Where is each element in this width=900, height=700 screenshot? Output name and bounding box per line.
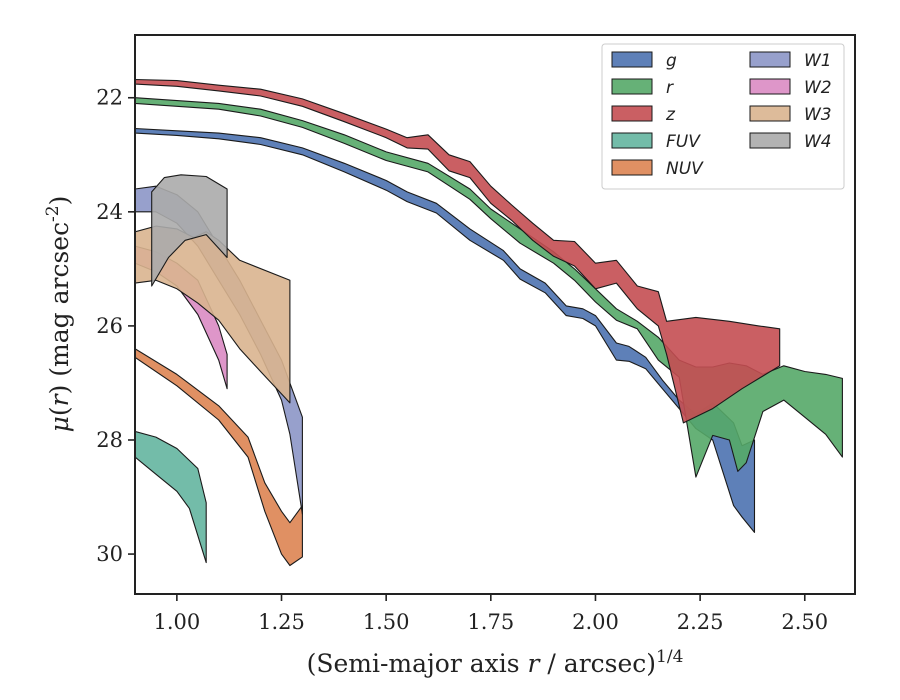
- band-z: [135, 78, 781, 424]
- x-tick-label: 2.00: [572, 610, 619, 634]
- band-w4: [151, 174, 228, 287]
- x-tick-label: 1.75: [467, 610, 514, 634]
- legend-swatch-r: [611, 78, 653, 95]
- legend-label-w2: W2: [804, 78, 832, 98]
- legend-label-w4: W4: [804, 132, 832, 152]
- y-tick-label: 24: [96, 200, 123, 224]
- x-axis-label: (Semi-major axis r / arcsec)1/4​: [307, 647, 684, 678]
- x-tick-label: 2.50: [781, 610, 828, 634]
- plot-frame: [134, 34, 856, 595]
- legend-label-nuv: NUV: [666, 159, 704, 179]
- x-tick-label: 2.25: [677, 610, 724, 634]
- y-axis-ticks: 22 24 26 28 30: [96, 86, 135, 566]
- legend-swatch-w1: [749, 51, 791, 68]
- x-tick-label: 1.50: [363, 610, 410, 634]
- legend: grz FUV NUV W1 W2 W3 W4: [601, 43, 845, 190]
- band-r: [135, 97, 843, 478]
- band-fuv: [135, 430, 207, 564]
- legend-label-z: z: [665, 105, 676, 125]
- y-tick-label: 28: [96, 428, 123, 452]
- legend-swatch-fuv: [611, 132, 653, 149]
- legend-label-g: g: [666, 51, 677, 71]
- legend-swatch-z: [611, 105, 653, 122]
- legend-swatch-w3: [749, 105, 791, 122]
- y-tick-label: 30: [96, 542, 123, 566]
- y-tick-label: 26: [96, 314, 123, 338]
- legend-label-w3: W3: [804, 105, 832, 125]
- y-tick-label: 22: [96, 86, 123, 110]
- profile-bands: [135, 78, 843, 567]
- band-g: [135, 127, 756, 533]
- legend-swatch-nuv: [611, 159, 653, 176]
- legend-label-fuv: FUV: [666, 132, 701, 152]
- y-axis-label: μ(r) (mag arcsec-2​): [43, 196, 74, 433]
- legend-swatch-w2: [749, 78, 791, 95]
- legend-label-w1: W1: [804, 51, 832, 71]
- x-tick-label: 1.25: [258, 610, 305, 634]
- legend-swatch-w4: [749, 132, 791, 149]
- legend-label-r: r: [666, 78, 674, 98]
- legend-swatch-g: [611, 51, 653, 68]
- band-nuv: [135, 348, 303, 567]
- x-tick-label: 1.00: [153, 610, 200, 634]
- x-axis-ticks: 1.00 1.25 1.50 1.75 2.00 2.25 2.50: [153, 594, 828, 634]
